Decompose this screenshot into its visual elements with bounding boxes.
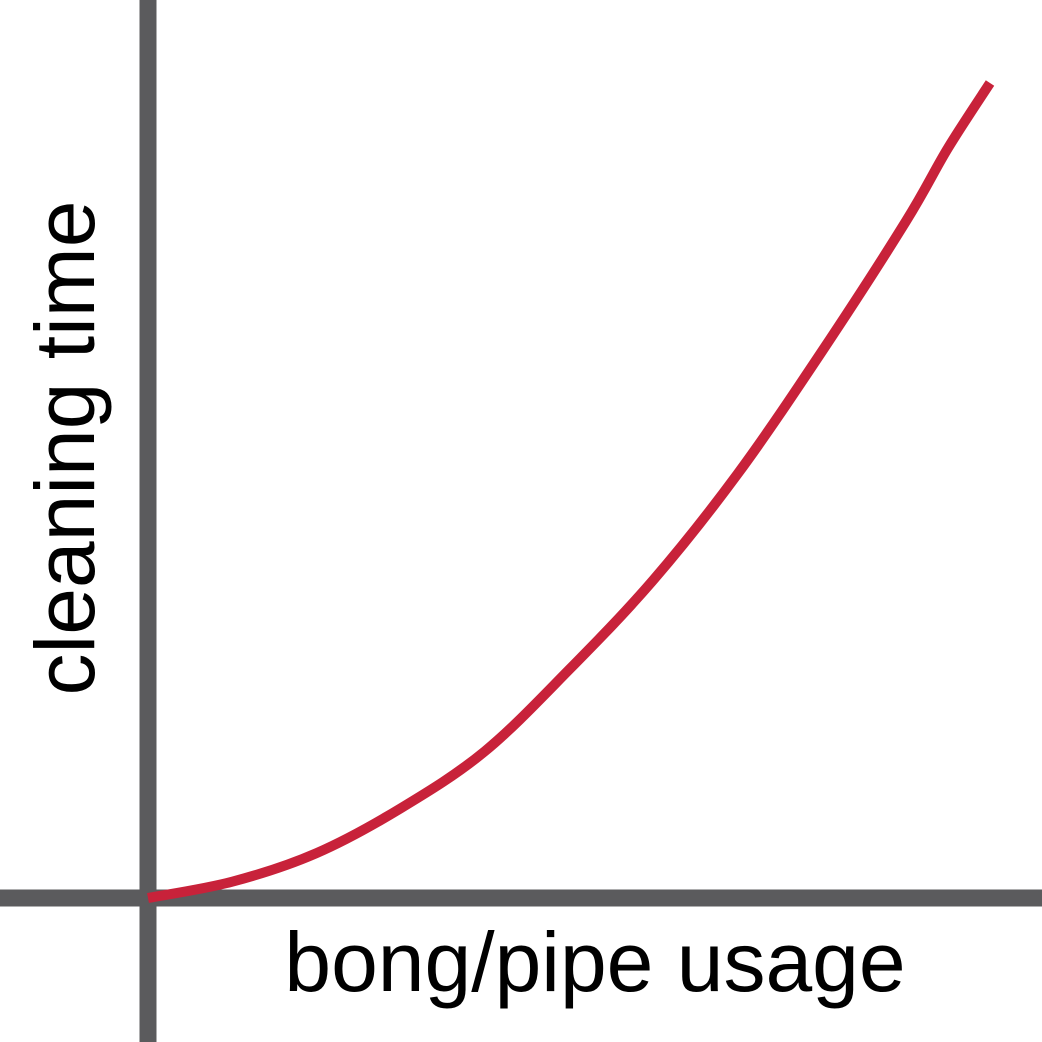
series-line-0 <box>147 80 995 903</box>
x-axis-label: bong/pipe usage <box>284 915 905 1009</box>
y-axis-label: cleaning time <box>18 201 112 696</box>
series-layer <box>147 80 995 903</box>
